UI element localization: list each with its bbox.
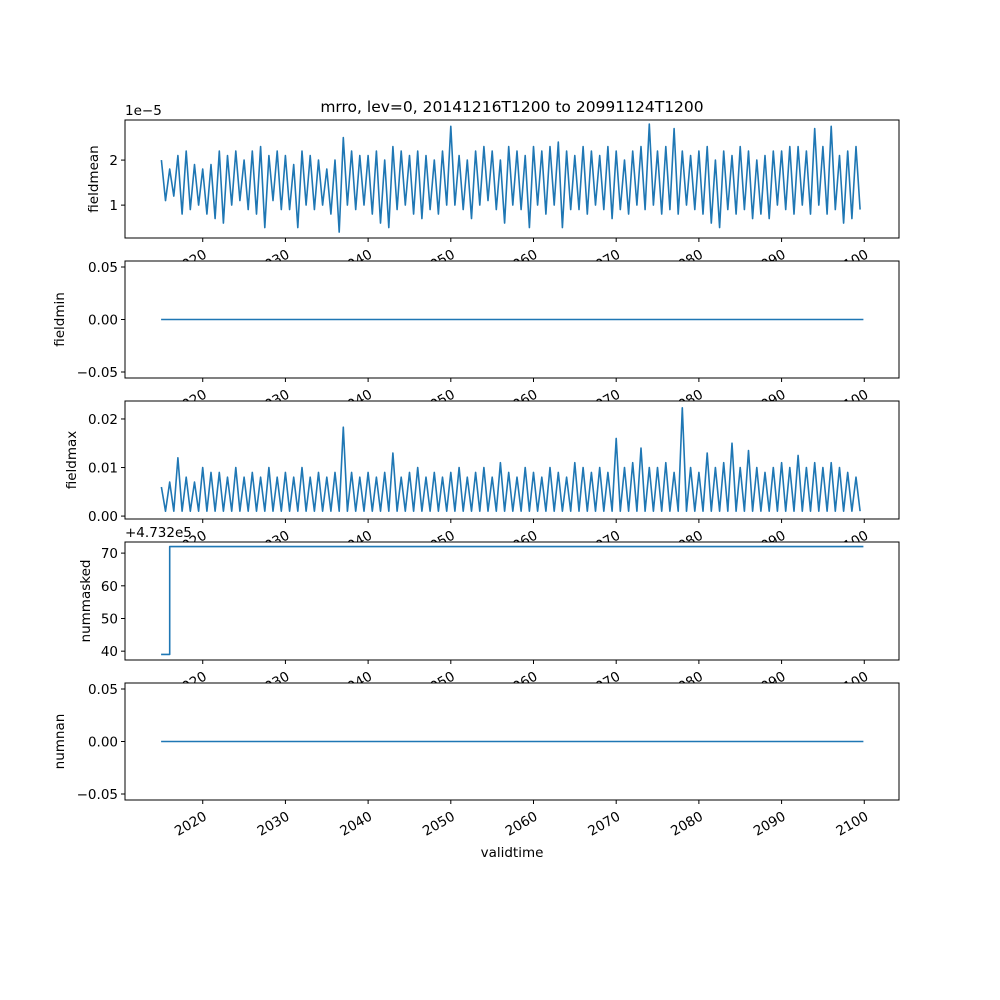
plot-area: [125, 542, 899, 660]
y-tick-label: 0.02: [88, 412, 118, 428]
y-axis-label: nummasked: [78, 560, 94, 643]
y-tick-label: 70: [101, 546, 118, 562]
series-line-fieldmean: [160, 123, 861, 233]
y-tick-label: 0.00: [88, 735, 118, 751]
y-tick-label: 0.00: [88, 509, 118, 525]
axis-offset-text: 1e−5: [125, 103, 162, 119]
axes-frame: [124, 119, 900, 239]
series-line-fieldmax: [160, 406, 861, 513]
y-tick-label: 0.05: [88, 260, 118, 276]
chart-title: mrro, lev=0, 20141216T1200 to 20991124T1…: [320, 98, 703, 116]
axes-frame: [124, 400, 900, 520]
axis-offset-text: +4.732e5: [125, 525, 192, 541]
series-line-nummasked: [161, 545, 864, 656]
panel-fieldmean: 12fieldmean1e−52020203020402050206020702…: [86, 103, 900, 278]
y-tick-label: 40: [101, 644, 118, 660]
y-tick-label: −0.05: [77, 787, 118, 803]
y-tick-label: 60: [101, 579, 118, 595]
y-axis-label: fieldmean: [86, 145, 102, 212]
y-axis-label: numnan: [52, 714, 68, 770]
y-axis-label: fieldmin: [52, 292, 68, 347]
y-tick-label: 0.05: [88, 682, 118, 698]
axes-frame: [124, 541, 900, 661]
y-tick-label: 0.00: [88, 313, 118, 329]
y-axis-label: fieldmax: [64, 431, 80, 490]
y-tick-label: 2: [109, 153, 118, 169]
y-tick-label: 1: [109, 198, 118, 214]
y-tick-label: 0.01: [88, 461, 118, 477]
y-tick-label: 50: [101, 611, 118, 627]
y-tick-label: −0.05: [77, 365, 118, 381]
x-axis-label: validtime: [481, 845, 544, 861]
